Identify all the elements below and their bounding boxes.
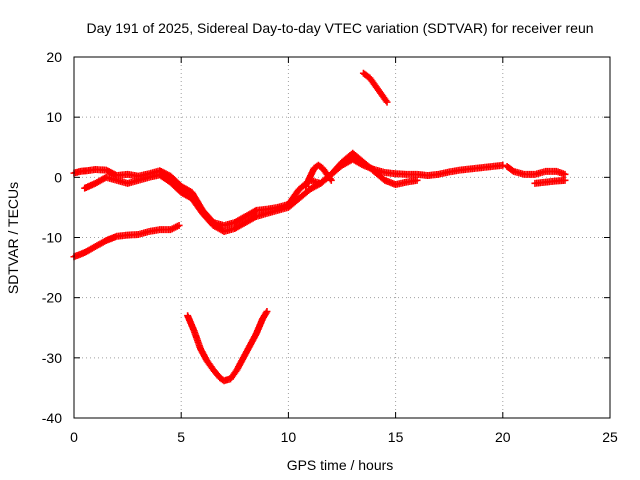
y-tick-label: 10 (46, 109, 62, 125)
x-tick-label: 25 (602, 429, 618, 445)
series-arc-short-high (359, 69, 391, 106)
y-tick-label: 20 (46, 49, 62, 65)
data-point-interp (251, 207, 259, 215)
y-tick-label: 0 (54, 169, 62, 185)
data-point-interp (251, 213, 259, 221)
data-point (263, 308, 271, 316)
chart-title: Day 191 of 2025, Sidereal Day-to-day VTE… (86, 20, 593, 36)
data-point (175, 221, 183, 229)
grid (74, 57, 610, 418)
series-arc-v-shape (184, 308, 271, 385)
series-arc-main-lower (81, 149, 421, 235)
y-tick-label: -10 (42, 230, 62, 246)
x-axis-label: GPS time / hours (287, 457, 394, 473)
series-arc-right-tail (503, 163, 569, 178)
x-tick-label: 0 (70, 429, 78, 445)
series-arc-right-tail-lower (531, 176, 569, 187)
x-tick-label: 15 (388, 429, 404, 445)
data-point (383, 98, 391, 106)
y-tick-label: -30 (42, 350, 62, 366)
x-tick-label: 20 (495, 429, 511, 445)
data-point (561, 170, 569, 178)
series-arc-mid-loop (302, 161, 335, 190)
y-tick-label: -40 (42, 410, 62, 426)
data-point-interp (382, 97, 390, 105)
data-points (70, 69, 569, 385)
x-tick-label: 10 (281, 429, 297, 445)
data-point-interp (326, 175, 334, 183)
x-tick-label: 5 (177, 429, 185, 445)
data-point (413, 176, 421, 184)
data-point (327, 176, 335, 184)
axis-ticks: 0 5 10 15 20 25 -40 -30 -20 -10 0 10 20 (42, 49, 618, 445)
data-point (499, 161, 507, 169)
y-axis-label: SDTVAR / TECUs (5, 182, 21, 294)
series-arc-left-rising (70, 221, 183, 261)
data-point-interp (262, 309, 270, 317)
data-point (561, 176, 569, 184)
y-tick-label: -20 (42, 290, 62, 306)
